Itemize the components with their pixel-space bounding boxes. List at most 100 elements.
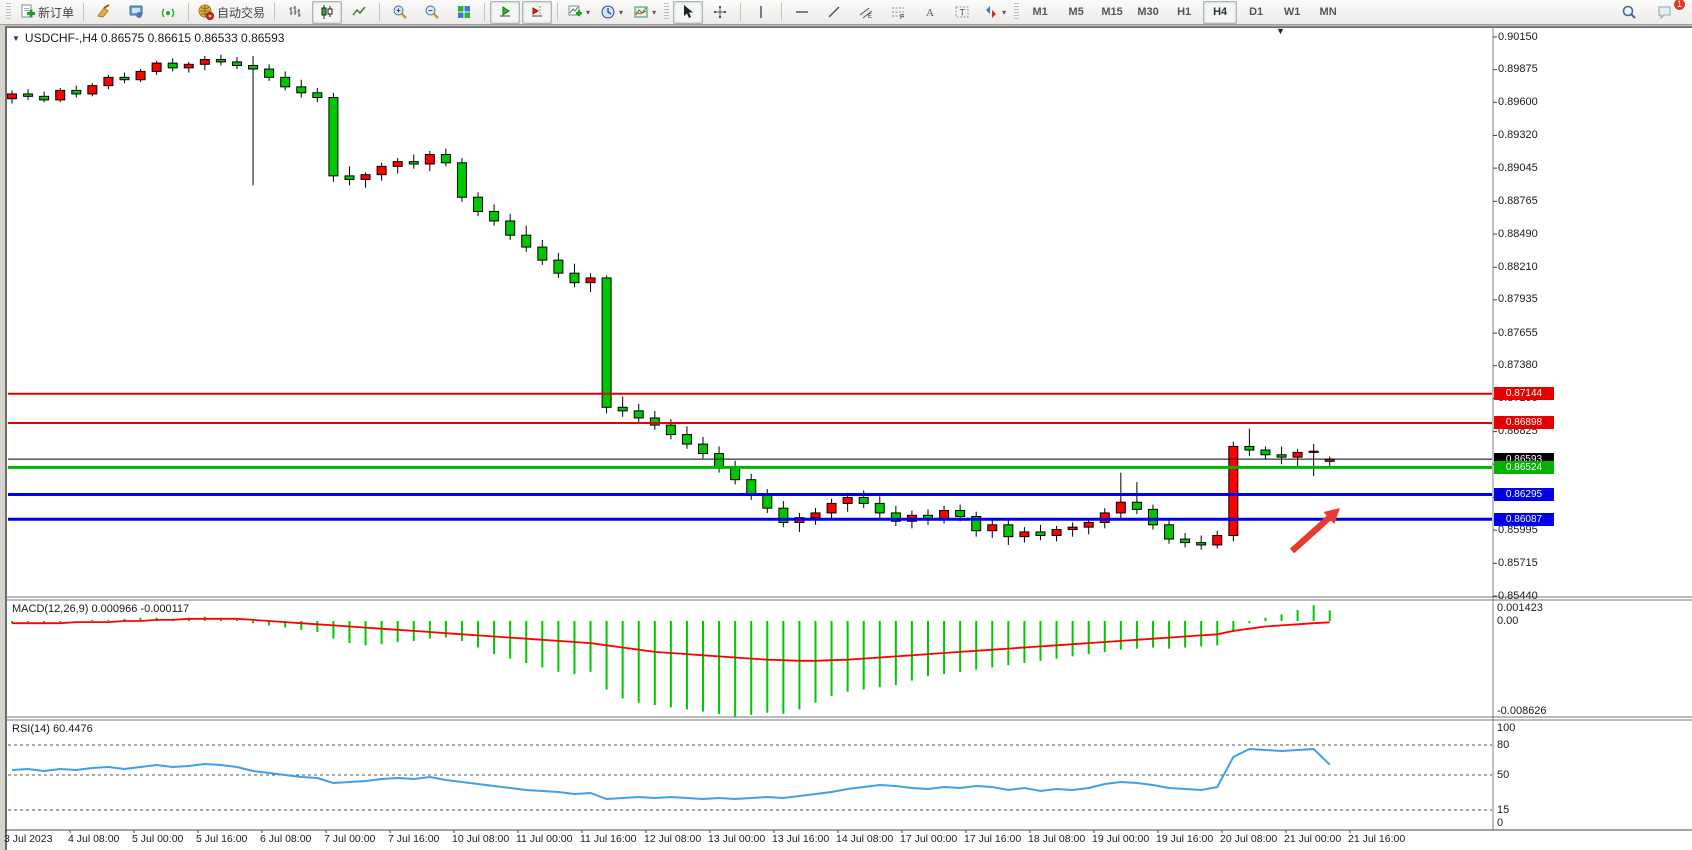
auto-scroll-button[interactable] [490,0,521,24]
algo-trading-button[interactable]: 自动交易 [194,1,269,24]
toolbar-grip[interactable] [6,3,11,21]
toolbar-grip[interactable] [1014,3,1020,21]
indicator-tick-label: 15 [1497,804,1510,816]
time-tick-label: 19 Jul 16:00 [1156,833,1214,845]
trendline-icon [828,6,840,18]
timeframe-d1-button[interactable]: D1 [1249,6,1264,18]
dropdown-caret-icon: ▾ [1002,7,1007,17]
text-label-button[interactable]: T [947,1,977,24]
new-order-button[interactable]: 新订单 [15,1,78,24]
indicator-tick-label: 0 [1497,817,1504,829]
equidistant-channel-button[interactable]: E [851,1,881,24]
market-watch-button[interactable] [89,1,119,24]
text-icon: A [926,7,934,19]
macd-signal-value: -0.000117 [140,603,190,615]
period-button[interactable]: ▾ [596,1,627,24]
indicators-button[interactable]: ▾ [629,1,660,24]
horizontal-line-icon [796,11,809,13]
channel-icon: E [859,7,873,20]
line-chart-button[interactable] [344,1,374,24]
toolbar-separator [740,3,742,21]
time-tick-label: 12 Jul 08:00 [644,833,702,845]
price-tick-label: 0.85715 [1498,556,1538,569]
rsi-name: RSI(14) [12,723,50,735]
new-order-icon [21,4,35,18]
timeframe-h4-button[interactable]: H4 [1203,0,1238,24]
toolbar-grip[interactable] [664,3,670,21]
vertical-line-button[interactable] [746,1,776,24]
time-tick-label: 17 Jul 16:00 [964,833,1022,845]
time-tick-label: 4 Jul 08:00 [68,833,120,845]
cursor-button[interactable] [673,0,704,24]
chart-title-text: USDCHF-,H4 0.86575 0.86615 0.86533 0.865… [24,31,285,45]
collapse-triangle-icon[interactable]: ▼ [12,33,20,43]
crosshair-button[interactable] [705,1,735,24]
notifications-button[interactable]: 1 [1650,0,1686,24]
arrow-objects-button[interactable]: ▾ [979,1,1010,24]
candlestick-chart-button[interactable] [312,0,343,24]
timeframe-mn-button[interactable]: MN [1319,6,1337,18]
terminal-button[interactable] [121,1,151,24]
timeframe-m1-button[interactable]: M1 [1032,6,1048,18]
svg-text:T: T [960,8,966,18]
time-tick-label: 6 Jul 08:00 [260,833,312,845]
fibonacci-button[interactable]: F [883,1,913,24]
time-tick-label: 20 Jul 08:00 [1220,833,1278,845]
tile-windows-button[interactable] [449,1,479,24]
chart-window[interactable] [5,26,1692,850]
dropdown-caret-icon: ▾ [652,7,657,17]
timeframe-h1-button[interactable]: H1 [1177,6,1192,18]
toolbar-separator [557,3,559,21]
support-line-blue-2-badge: 0.86087 [1494,512,1554,526]
price-tick-label: 0.89045 [1498,161,1538,174]
timeframe-w1-button[interactable]: W1 [1283,6,1301,18]
time-tick-label: 19 Jul 00:00 [1092,833,1150,845]
bar-chart-button[interactable] [280,1,310,24]
time-tick-label: 7 Jul 16:00 [388,833,440,845]
resistance-line-2-badge: 0.86898 [1494,416,1554,430]
signals-icon [161,8,175,18]
search-button[interactable] [1614,1,1644,24]
broom-icon [97,4,110,18]
text-button[interactable]: A [915,1,945,24]
crosshair-icon [714,6,727,18]
toolbar-separator [781,3,783,21]
toolbar-separator [379,3,381,21]
zoom-out-icon [425,5,439,19]
price-tick-label: 0.85995 [1498,523,1538,536]
signals-button[interactable] [153,1,183,24]
horizontal-line-button[interactable] [787,1,817,24]
time-tick-label: 13 Jul 16:00 [772,833,830,845]
price-tick-label: 0.87655 [1498,326,1538,339]
new-order-label: 新订单 [38,5,75,20]
price-tick-label: 0.89320 [1498,129,1538,141]
time-tick-label: 13 Jul 00:00 [708,833,766,845]
timeframe-m5-button[interactable]: M5 [1068,6,1084,18]
chart-shift-icon [532,6,543,17]
dropdown-caret-icon: ▾ [586,7,591,17]
price-tick-label: 0.87380 [1498,359,1538,372]
timeframe-m15-button[interactable]: M15 [1101,6,1123,18]
toolbar-separator [83,3,85,21]
price-tick-label: 0.90150 [1498,30,1538,43]
indicator-tick-label: 50 [1497,769,1510,781]
time-tick-label: 21 Jul 00:00 [1284,833,1342,845]
terminal-icon [129,5,143,18]
bar-chart-icon [289,6,301,17]
trendline-button[interactable] [819,1,849,24]
chart-shift-button[interactable] [522,0,553,24]
rsi-value: 60.4476 [52,723,93,735]
price-tick-label: 0.88765 [1498,194,1538,207]
time-tick-label: 7 Jul 00:00 [324,833,376,845]
algo-trading-label: 自动交易 [217,5,266,20]
new-chart-button[interactable]: ▾ [563,1,594,24]
timeframe-m30-button[interactable]: M30 [1137,6,1159,18]
chart-shift-marker[interactable]: ▼ [1276,26,1285,36]
arrow-objects-icon [986,6,997,18]
line-chart-icon [352,6,366,16]
macd-main-value: 0.000966 [91,603,138,615]
zoom-in-button[interactable] [385,1,415,24]
zoom-out-button[interactable] [417,1,447,24]
chart-title: ▼ USDCHF-,H4 0.86575 0.86615 0.86533 0.8… [12,31,284,45]
